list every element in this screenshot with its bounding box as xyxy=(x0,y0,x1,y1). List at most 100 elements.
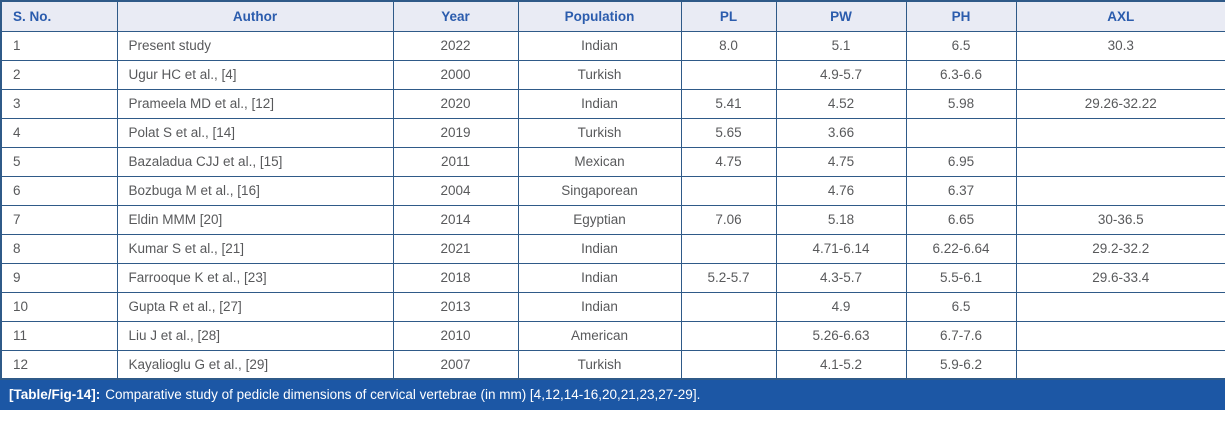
table-cell: 5.5-6.1 xyxy=(905,262,1017,293)
table-cell: Turkish xyxy=(517,59,682,90)
table-cell: 30-36.5 xyxy=(1015,204,1225,235)
table-cell xyxy=(680,349,777,380)
table-cell: 4.75 xyxy=(775,146,907,177)
table-cell: Polat S et al., [14] xyxy=(116,117,394,148)
table-cell: Indian xyxy=(517,291,682,322)
table-cell: 5.9-6.2 xyxy=(905,349,1017,380)
table-row: 4 Polat S et al., [14] 2019 Turkish 5.65 3.66 xyxy=(0,117,1225,148)
comparative-study-table: S. No. Author Year Population PL PW PH AXL 1 Pre… xyxy=(0,0,1225,380)
table-row: 5 Bazaladua CJJ et al., [15] 2011 Mexican 4.… xyxy=(0,146,1225,177)
table-cell: 2000 xyxy=(392,59,519,90)
table-cell: 5.41 xyxy=(680,88,777,119)
table-cell: 2013 xyxy=(392,291,519,322)
table-cell: 12 xyxy=(0,349,118,380)
table-cell: 10 xyxy=(0,291,118,322)
column-header-pw: PW xyxy=(775,0,907,32)
table-cell: 2022 xyxy=(392,30,519,61)
column-header-population: Population xyxy=(517,0,682,32)
table-cell: 8.0 xyxy=(680,30,777,61)
table-row: 7 Eldin MMM [20] 2014 Egyptian 7.06 5.18 6.65 3… xyxy=(0,204,1225,235)
table-cell: Indian xyxy=(517,30,682,61)
table-row: 10 Gupta R et al., [27] 2013 Indian 4.9 6.5 xyxy=(0,291,1225,322)
table-cell xyxy=(1015,291,1225,322)
table-row: 1 Present study 2022 Indian 8.0 5.1 6.5 30.3 xyxy=(0,30,1225,61)
table-row: 11 Liu J et al., [28] 2010 American 5.26-6.6… xyxy=(0,320,1225,351)
table-row: 8 Kumar S et al., [21] 2021 Indian 4.71-6.14… xyxy=(0,233,1225,264)
table-cell xyxy=(680,175,777,206)
table-cell: 5 xyxy=(0,146,118,177)
table-cell: 2004 xyxy=(392,175,519,206)
table-cell xyxy=(1015,349,1225,380)
table-cell: 2011 xyxy=(392,146,519,177)
table-cell: 8 xyxy=(0,233,118,264)
table-cell: Bazaladua CJJ et al., [15] xyxy=(116,146,394,177)
table-cell: Farrooque K et al., [23] xyxy=(116,262,394,293)
table-cell: 29.26-32.22 xyxy=(1015,88,1225,119)
table-cell: 3 xyxy=(0,88,118,119)
table-cell: Liu J et al., [28] xyxy=(116,320,394,351)
table-cell: Ugur HC et al., [4] xyxy=(116,59,394,90)
table-cell: Indian xyxy=(517,233,682,264)
table-cell xyxy=(1015,59,1225,90)
table-cell xyxy=(680,320,777,351)
table-cell xyxy=(1015,320,1225,351)
table-cell: 4.9 xyxy=(775,291,907,322)
table-cell xyxy=(1015,146,1225,177)
table-cell: 6.95 xyxy=(905,146,1017,177)
table-cell: 2019 xyxy=(392,117,519,148)
table-cell: Kumar S et al., [21] xyxy=(116,233,394,264)
table-row: 3 Prameela MD et al., [12] 2020 Indian 5.41 4… xyxy=(0,88,1225,119)
table-cell xyxy=(905,117,1017,148)
table-cell: 4.76 xyxy=(775,175,907,206)
table-cell: 6 xyxy=(0,175,118,206)
table-cell xyxy=(1015,117,1225,148)
table-cell: Kayalioglu G et al., [29] xyxy=(116,349,394,380)
table-cell: 4.71-6.14 xyxy=(775,233,907,264)
column-header-ph: PH xyxy=(905,0,1017,32)
table-cell: 7 xyxy=(0,204,118,235)
table-cell: Mexican xyxy=(517,146,682,177)
table-cell: 6.7-7.6 xyxy=(905,320,1017,351)
header-row: S. No. Author Year Population PL PW PH AXL xyxy=(0,0,1225,32)
table-cell: 4.9-5.7 xyxy=(775,59,907,90)
table-cell: 2007 xyxy=(392,349,519,380)
column-header-pl: PL xyxy=(680,0,777,32)
table-cell: Turkish xyxy=(517,349,682,380)
caption-label: [Table/Fig-14]: xyxy=(9,387,101,402)
table-cell xyxy=(1015,175,1225,206)
table-cell: Egyptian xyxy=(517,204,682,235)
table-cell: Gupta R et al., [27] xyxy=(116,291,394,322)
table-cell: 6.5 xyxy=(905,30,1017,61)
table-cell: 9 xyxy=(0,262,118,293)
table-cell: 3.66 xyxy=(775,117,907,148)
table-cell: Present study xyxy=(116,30,394,61)
table-cell: 2010 xyxy=(392,320,519,351)
table-cell: 2 xyxy=(0,59,118,90)
table-cell: 4.52 xyxy=(775,88,907,119)
table-cell xyxy=(680,59,777,90)
table-cell: 6.37 xyxy=(905,175,1017,206)
table-cell: Singaporean xyxy=(517,175,682,206)
table-row: 2 Ugur HC et al., [4] 2000 Turkish 4.9-5.7 6.… xyxy=(0,59,1225,90)
table-cell: Indian xyxy=(517,88,682,119)
table-cell: 6.3-6.6 xyxy=(905,59,1017,90)
table-cell: 4.75 xyxy=(680,146,777,177)
column-header-author: Author xyxy=(116,0,394,32)
table-cell: 1 xyxy=(0,30,118,61)
table-cell: Turkish xyxy=(517,117,682,148)
table-cell: 11 xyxy=(0,320,118,351)
table-caption: [Table/Fig-14]: Comparative study of pedi… xyxy=(0,380,1225,410)
table-cell: American xyxy=(517,320,682,351)
table-cell xyxy=(680,291,777,322)
table-cell: Prameela MD et al., [12] xyxy=(116,88,394,119)
table-cell: 4 xyxy=(0,117,118,148)
column-header-year: Year xyxy=(392,0,519,32)
table-cell: 6.22-6.64 xyxy=(905,233,1017,264)
table-cell: 5.1 xyxy=(775,30,907,61)
caption-text: Comparative study of pedicle dimensions … xyxy=(105,387,701,402)
table-row: 9 Farrooque K et al., [23] 2018 Indian 5.2-5… xyxy=(0,262,1225,293)
table-cell: 5.65 xyxy=(680,117,777,148)
table-row: 12 Kayalioglu G et al., [29] 2007 Turkish 4.… xyxy=(0,349,1225,380)
table-cell: 6.65 xyxy=(905,204,1017,235)
